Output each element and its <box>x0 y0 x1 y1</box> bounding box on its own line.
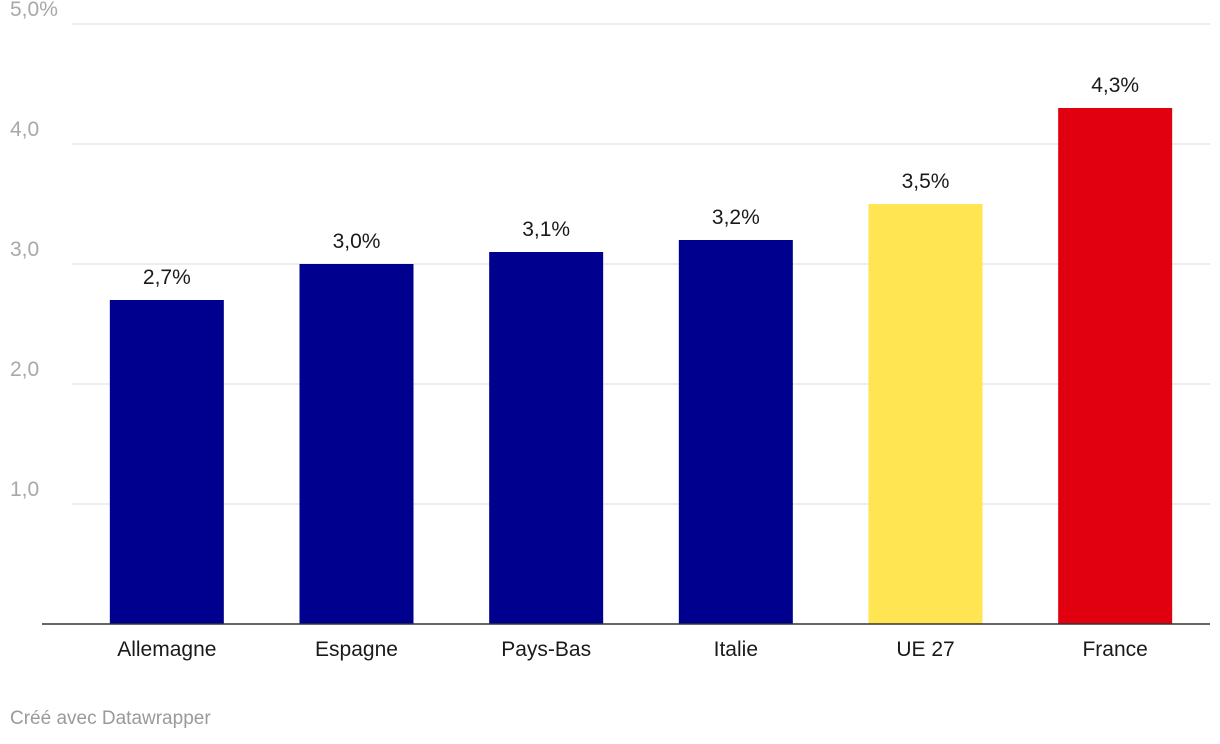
y-tick-label: 3,0 <box>10 238 39 261</box>
category-label: Allemagne <box>117 638 216 661</box>
x-axis: Allemagne Espagne Pays-Bas Italie UE 27 Franc… <box>42 623 1210 661</box>
gridlines: 1,0 2,0 3,0 4,0 5,0% <box>10 0 1210 505</box>
category-label: France <box>1082 638 1147 661</box>
category-label: UE 27 <box>896 638 954 661</box>
bar <box>489 252 604 624</box>
category-label: Italie <box>714 638 758 661</box>
bar <box>678 240 793 624</box>
y-tick-label: 4,0 <box>10 118 39 141</box>
y-tick-label: 1,0 <box>10 478 39 501</box>
bar <box>299 264 414 624</box>
bar <box>868 204 983 624</box>
bars: 2,7% 3,0% 3,1% 3,2% 3,5% 4,3% <box>109 74 1173 624</box>
bar <box>109 300 224 624</box>
value-label: 2,7% <box>143 266 191 289</box>
value-label: 3,0% <box>333 230 381 253</box>
bar <box>1058 108 1173 624</box>
value-label: 3,1% <box>522 218 570 241</box>
category-label: Pays-Bas <box>501 638 591 661</box>
y-tick-label: 5,0% <box>10 0 58 21</box>
value-label: 3,2% <box>712 206 760 229</box>
category-label: Espagne <box>315 638 398 661</box>
credit-text: Créé avec Datawrapper <box>10 708 211 729</box>
value-label: 3,5% <box>902 170 950 193</box>
y-tick-label: 2,0 <box>10 358 39 381</box>
value-label: 4,3% <box>1091 74 1139 97</box>
